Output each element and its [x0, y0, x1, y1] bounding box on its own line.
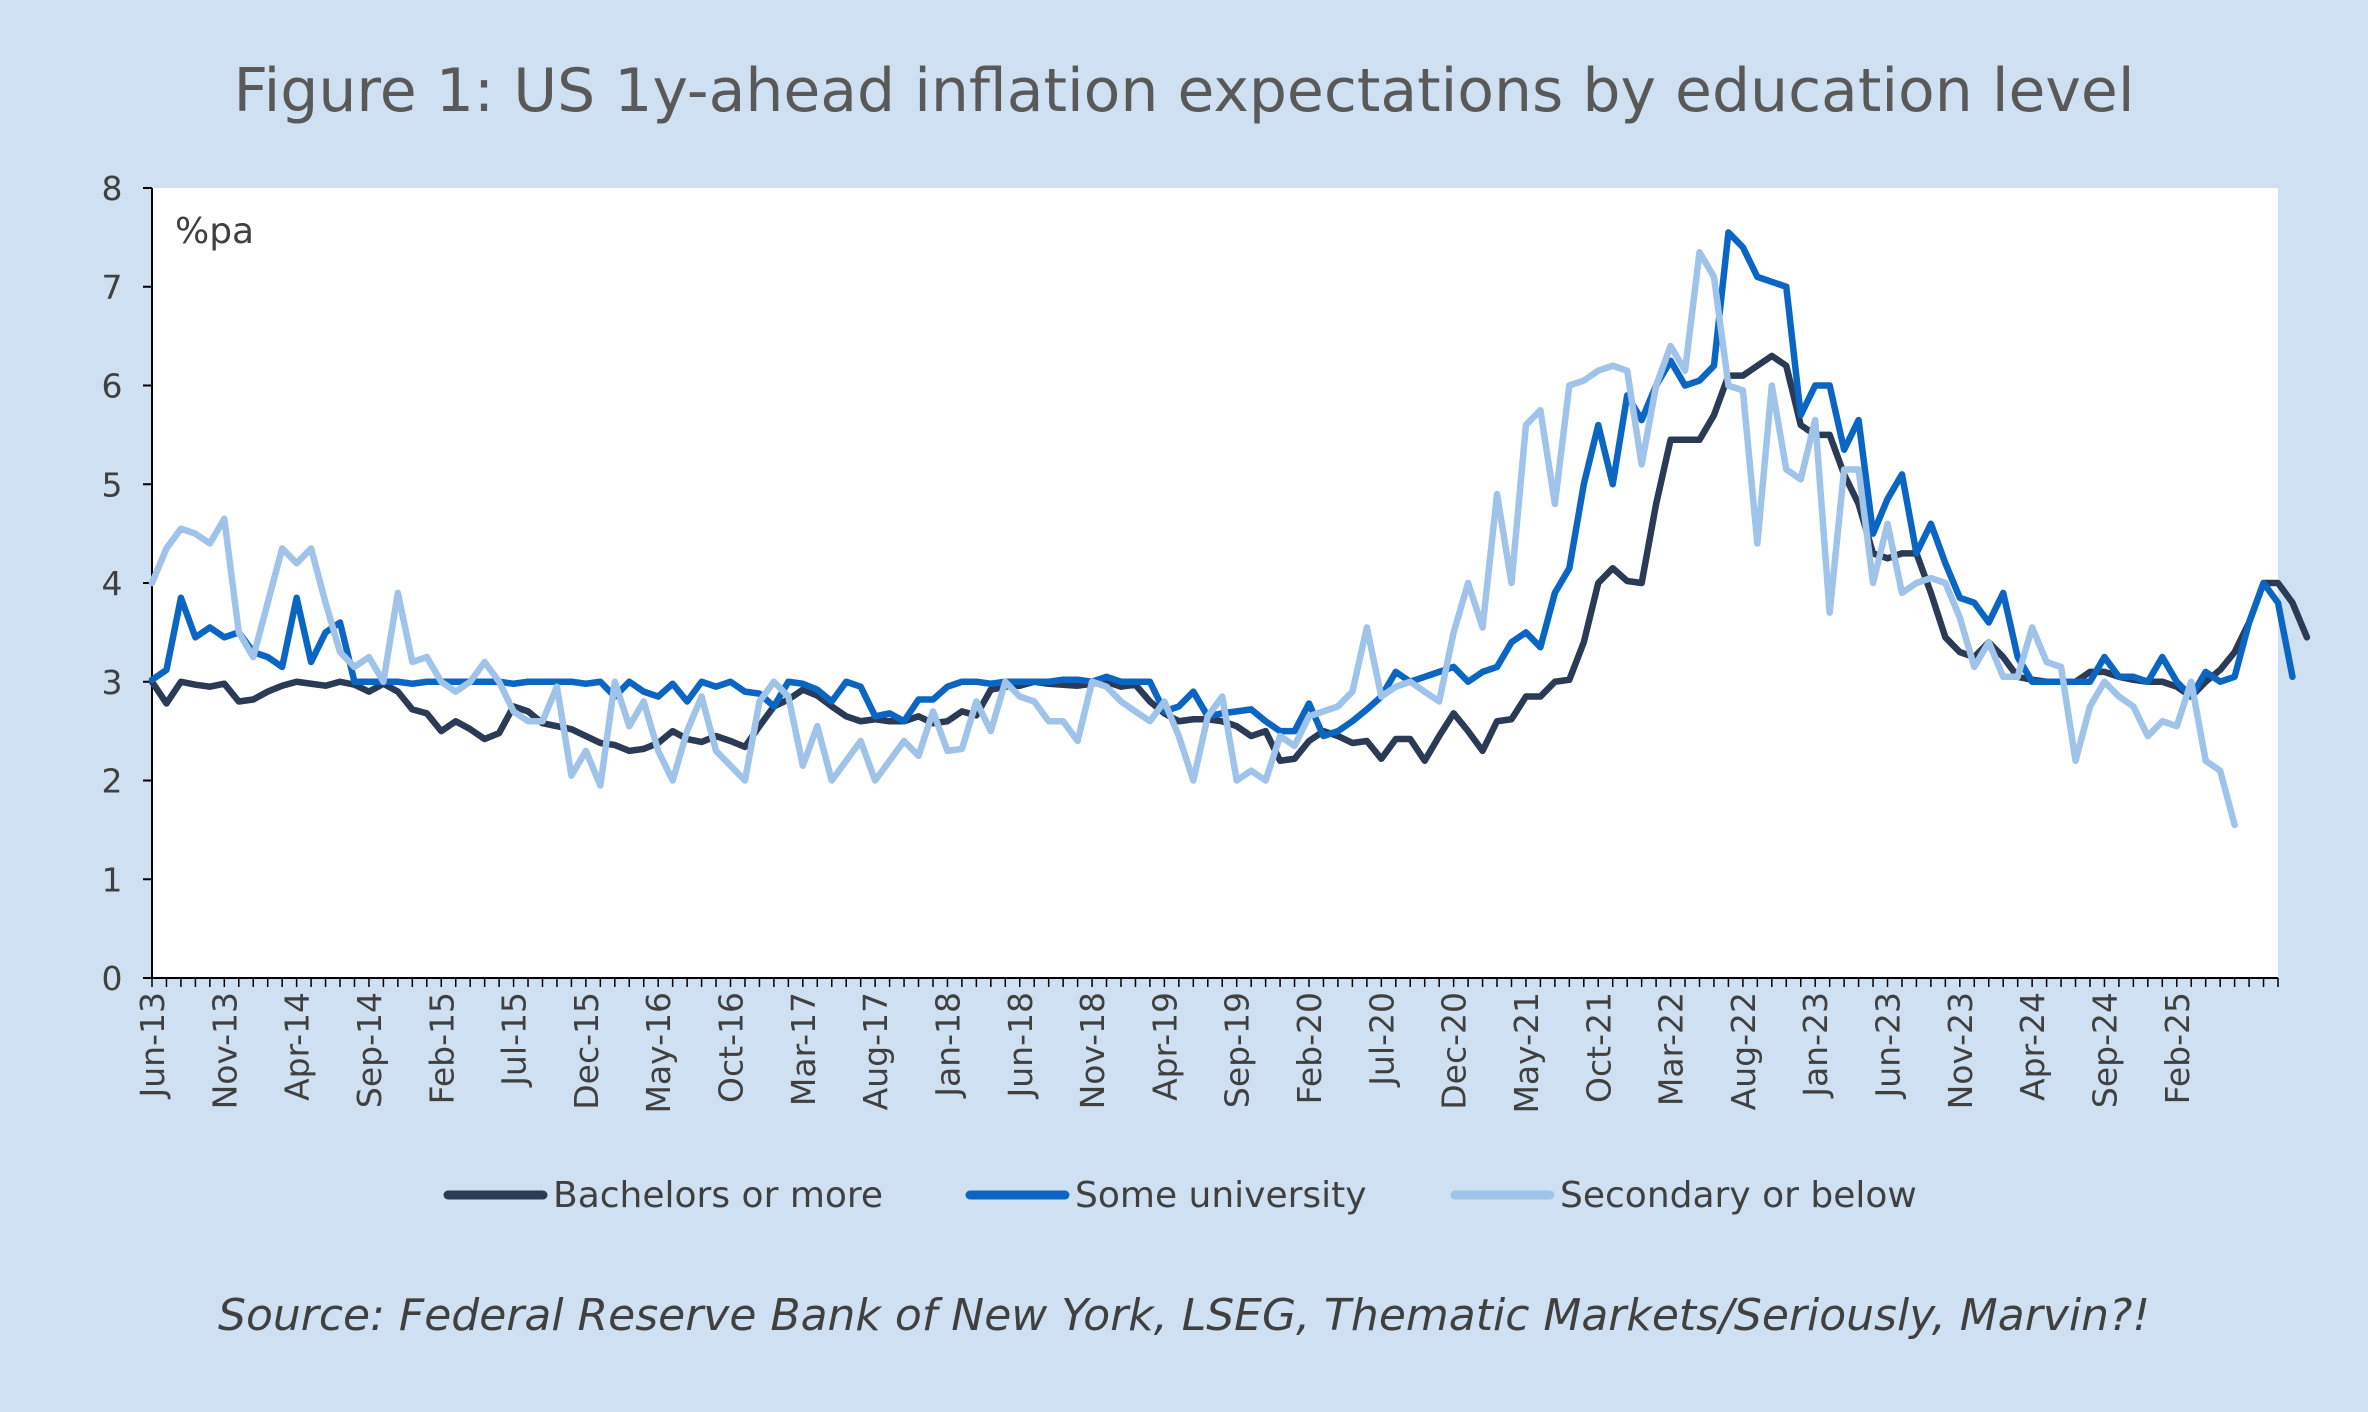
legend-label: Bachelors or more [553, 1175, 883, 1216]
x-tick-label: Sep-19 [1218, 992, 1257, 1108]
series-layer [148, 229, 2311, 829]
x-tick-label: Oct-21 [1579, 992, 1618, 1103]
x-tick-label: Apr-19 [1145, 992, 1184, 1101]
y-tick-label: 5 [102, 465, 123, 504]
y-tick-label: 3 [102, 663, 123, 702]
y-tick-label: 7 [102, 268, 123, 307]
y-tick-label: 2 [102, 762, 123, 801]
x-tick-label: Sep-14 [350, 992, 389, 1108]
legend: Bachelors or more Some university Secondar… [443, 1175, 1917, 1216]
x-tick-label: Jun-18 [1001, 992, 1040, 1099]
y-tick-label: 0 [102, 959, 123, 998]
x-tick-label: Mar-17 [784, 992, 823, 1106]
plot-area [152, 188, 2278, 978]
x-tick-label: Feb-15 [422, 992, 461, 1104]
x-tick-label: Jan-23 [1796, 992, 1835, 1099]
legend-label: Some university [1075, 1175, 1367, 1216]
chart-title: Figure 1: US 1y-ahead inflation expectat… [233, 56, 2134, 126]
x-tick-label: Nov-13 [205, 992, 244, 1109]
x-tick-label: Sep-24 [2085, 992, 2124, 1108]
x-tick-label: Dec-20 [1435, 992, 1474, 1110]
x-tick-label: Aug-17 [856, 992, 895, 1110]
x-tick-label: Nov-18 [1073, 992, 1112, 1109]
x-tick-label: Dec-15 [567, 992, 606, 1110]
x-tick-label: Jun-23 [1869, 992, 1908, 1099]
y-axis: 0 1 2 3 4 5 6 7 8 [102, 169, 153, 998]
y-tick-label: 6 [102, 367, 123, 406]
x-axis: Jun-13 Nov-13 Apr-14 Sep-14 Feb-15 Jul-15 Dec-… [133, 977, 2279, 1114]
legend-label: Secondary or below [1560, 1175, 1917, 1216]
x-tick-label: Feb-25 [2158, 992, 2197, 1104]
x-tick-label: Jun-13 [133, 992, 172, 1099]
x-tick-label: Jul-15 [495, 992, 534, 1088]
source-note: Source: Federal Reserve Bank of New York… [218, 1290, 2150, 1341]
x-tick-label: Jan-18 [928, 992, 967, 1099]
series-line-secondary-or-below [148, 248, 2238, 829]
x-tick-label: Jul-20 [1362, 992, 1401, 1088]
y-tick-label: 8 [102, 169, 123, 208]
x-tick-label: Mar-22 [1652, 992, 1691, 1106]
x-tick-label: Apr-24 [2013, 992, 2052, 1101]
x-tick-label: Feb-20 [1290, 992, 1329, 1104]
x-tick-label: Oct-16 [712, 992, 751, 1103]
x-tick-label: Nov-23 [1941, 992, 1980, 1109]
x-tick-label: Aug-22 [1724, 992, 1763, 1110]
unit-label: %pa [175, 211, 254, 252]
x-tick-label: Apr-14 [278, 992, 317, 1101]
x-tick-label: May-21 [1507, 992, 1546, 1114]
x-tick-label: May-16 [639, 992, 678, 1114]
y-tick-label: 4 [102, 564, 123, 603]
y-tick-label: 1 [102, 860, 123, 899]
